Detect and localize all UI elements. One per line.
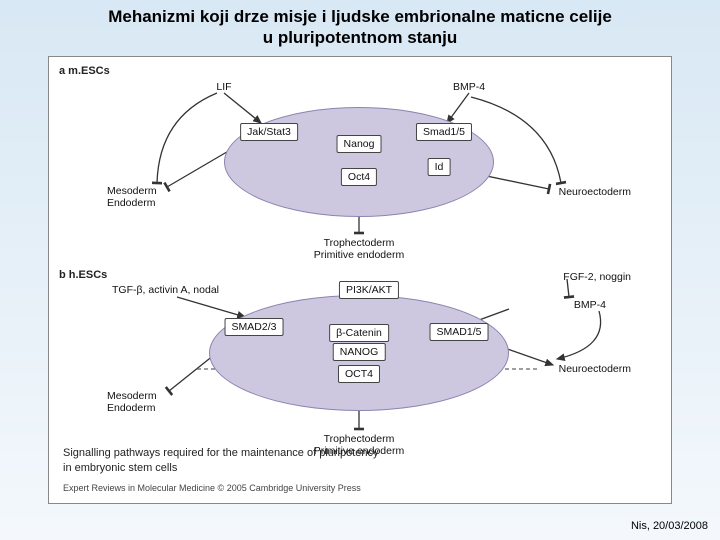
panel-b-label: b h.ESCs <box>59 269 107 281</box>
node-b-tgf: TGF-β, activin A, nodal <box>109 283 222 297</box>
node-b-nanogb: NANOG <box>333 343 386 361</box>
node-b-bcat: β-Catenin <box>329 324 389 342</box>
node-b-mesob: MesodermEndoderm <box>104 389 160 415</box>
figure-credit: Expert Reviews in Molecular Medicine © 2… <box>63 483 361 493</box>
figure-caption: Signalling pathways required for the mai… <box>63 446 623 475</box>
node-a-smad15: Smad1/5 <box>416 123 472 141</box>
figure-box: a m.ESCs b h.ESCs LIF BMP-4 Jak/Stat3 Smad1… <box>48 56 672 504</box>
node-b-smad15b: SMAD1/5 <box>430 323 489 341</box>
node-b-fgf: FGF-2, noggin <box>560 270 634 284</box>
title-line2: u pluripotentnom stanju <box>263 28 458 47</box>
node-a-bmp4: BMP-4 <box>450 80 488 94</box>
node-b-neurob: Neuroectoderm <box>556 362 634 376</box>
node-a-neuro: Neuroectoderm <box>556 185 634 199</box>
node-b-oct4b: OCT4 <box>338 365 380 383</box>
node-a-nanog: Nanog <box>337 135 382 153</box>
node-a-oct4: Oct4 <box>341 168 377 186</box>
node-b-smad23: SMAD2/3 <box>225 318 284 336</box>
node-a-troph: TrophectodermPrimitive endoderm <box>311 236 407 262</box>
node-a-jakstat3: Jak/Stat3 <box>240 123 298 141</box>
node-a-id: Id <box>428 158 451 176</box>
node-a-lif: LIF <box>213 80 234 94</box>
page-title: Mehanizmi koji drze misje i ljudske embr… <box>0 0 720 53</box>
node-b-pi3k: PI3K/AKT <box>339 281 399 299</box>
title-line1: Mehanizmi koji drze misje i ljudske embr… <box>108 7 612 26</box>
panel-a-label: a m.ESCs <box>59 65 110 77</box>
node-b-bmp4b: BMP-4 <box>571 298 609 312</box>
footer-date: Nis, 20/03/2008 <box>631 520 708 532</box>
node-a-meso: MesodermEndoderm <box>104 184 160 210</box>
